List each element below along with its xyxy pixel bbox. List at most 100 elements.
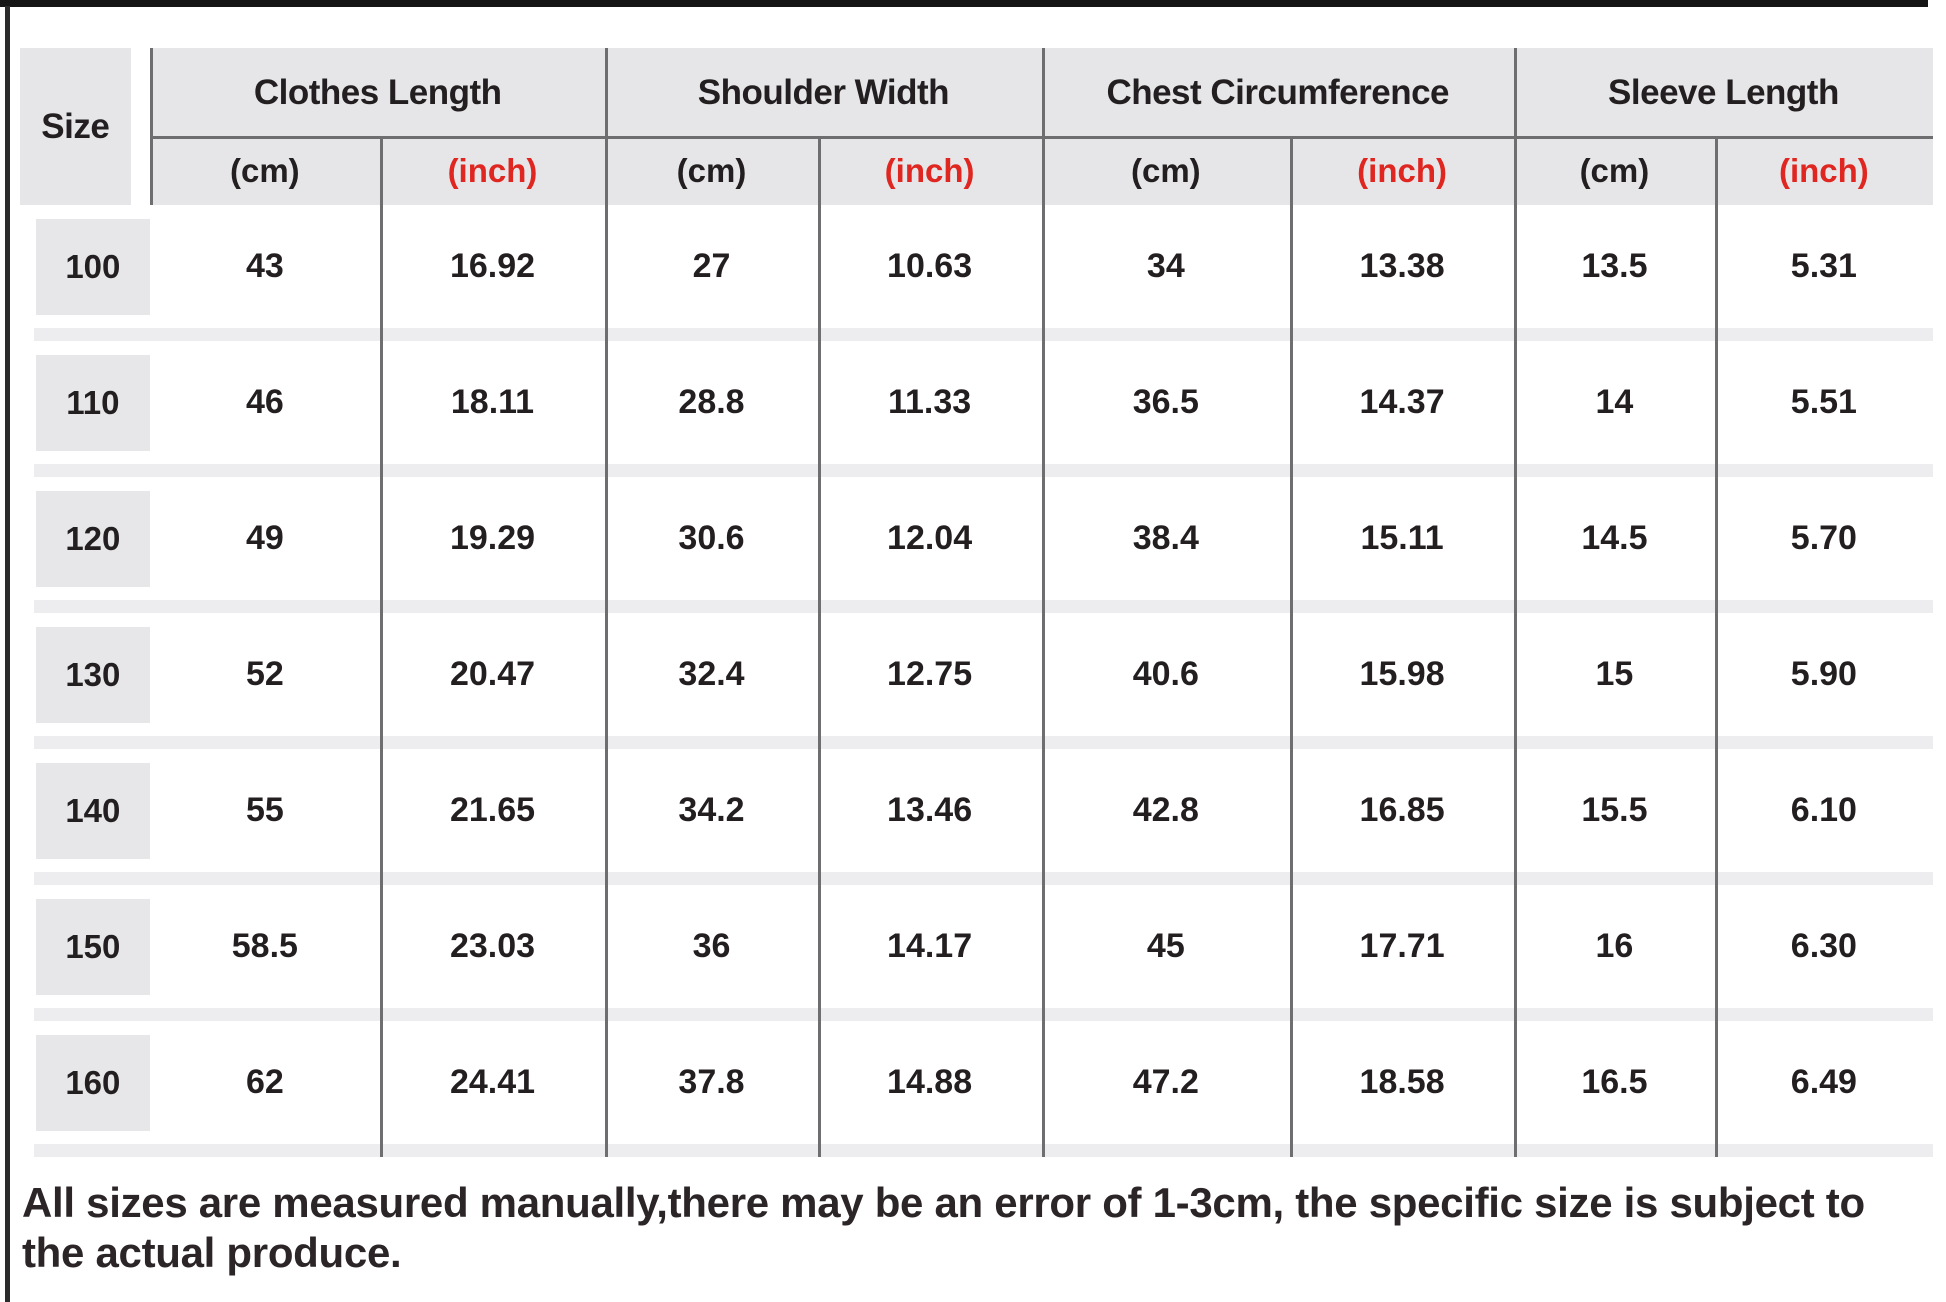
cell: 34.2 — [605, 749, 818, 872]
unit-header-inch: (inch) — [1714, 137, 1933, 205]
column-rule — [605, 48, 609, 1157]
cell: 6.10 — [1714, 749, 1933, 872]
cell: 16 — [1513, 885, 1715, 1008]
unit-header-cm: (cm) — [150, 137, 380, 205]
column-rule — [817, 137, 821, 1157]
cell: 36.5 — [1041, 341, 1291, 464]
cell: 47.2 — [1041, 1021, 1291, 1144]
cell: 5.31 — [1714, 205, 1933, 328]
group-header-shoulder-width: Shoulder Width — [605, 48, 1042, 137]
size-cell: 120 — [20, 477, 151, 600]
table-row: 130 52 20.47 32.4 12.75 40.6 15.98 15 5.… — [20, 613, 1933, 736]
cell: 18.58 — [1290, 1021, 1514, 1144]
table-row: 140 55 21.65 34.2 13.46 42.8 16.85 15.5 … — [20, 749, 1933, 872]
cell: 14.5 — [1513, 477, 1715, 600]
cell: 49 — [150, 477, 380, 600]
size-cell: 160 — [20, 1021, 151, 1144]
row-separator — [34, 736, 1933, 749]
size-cell: 100 — [20, 205, 151, 328]
cell: 37.8 — [605, 1021, 818, 1144]
size-header-cell: Size — [20, 48, 151, 205]
unit-header-cm: (cm) — [1513, 137, 1715, 205]
top-crop-bar — [0, 0, 1928, 7]
cell: 5.70 — [1714, 477, 1933, 600]
cell: 36 — [605, 885, 818, 1008]
table-row: 150 58.5 23.03 36 14.17 45 17.71 16 6.30 — [20, 885, 1933, 1008]
group-label: Clothes Length — [253, 72, 502, 112]
cell: 16.5 — [1513, 1021, 1715, 1144]
cell: 23.03 — [379, 885, 606, 1008]
table-row: 160 62 24.41 37.8 14.88 47.2 18.58 16.5 … — [20, 1021, 1933, 1144]
row-separator — [34, 328, 1933, 341]
column-rule — [1514, 48, 1518, 1157]
cell: 13.38 — [1290, 205, 1514, 328]
table-row: 100 43 16.92 27 10.63 34 13.38 13.5 5.31 — [20, 205, 1933, 328]
cell: 52 — [150, 613, 380, 736]
row-separator — [34, 1008, 1933, 1021]
unit-header-inch: (inch) — [1290, 137, 1514, 205]
cell: 62 — [150, 1021, 380, 1144]
group-header-sleeve-length: Sleeve Length — [1513, 48, 1933, 137]
row-separator — [34, 1144, 1933, 1157]
size-cell: 130 — [20, 613, 151, 736]
size-chart-table: Size Clothes Length Shoulder Width Chest… — [20, 48, 1933, 1157]
cell: 19.29 — [379, 477, 606, 600]
cell: 14.88 — [817, 1021, 1042, 1144]
table-row: 110 46 18.11 28.8 11.33 36.5 14.37 14 5.… — [20, 341, 1933, 464]
measurement-disclaimer: All sizes are measured manually,there ma… — [22, 1179, 1865, 1276]
table-row: 120 49 19.29 30.6 12.04 38.4 15.11 14.5 … — [20, 477, 1933, 600]
cell: 32.4 — [605, 613, 818, 736]
cell: 15.98 — [1290, 613, 1514, 736]
table-header: Size Clothes Length Shoulder Width Chest… — [20, 48, 1933, 205]
column-rule — [1714, 137, 1718, 1157]
cell: 6.49 — [1714, 1021, 1933, 1144]
column-rule — [1041, 48, 1045, 1157]
cell: 12.04 — [817, 477, 1042, 600]
cell: 18.11 — [379, 341, 606, 464]
header-divider-rule — [150, 136, 1933, 139]
group-label: Chest Circumference — [1106, 72, 1450, 112]
row-separator — [34, 872, 1933, 885]
group-label: Shoulder Width — [697, 72, 950, 112]
cell: 6.30 — [1714, 885, 1933, 1008]
cell: 14.37 — [1290, 341, 1514, 464]
size-header-label: Size — [20, 48, 131, 205]
cell: 17.71 — [1290, 885, 1514, 1008]
group-header-clothes-length: Clothes Length — [150, 48, 606, 137]
row-separator — [34, 600, 1933, 613]
cell: 46 — [150, 341, 380, 464]
cell: 16.85 — [1290, 749, 1514, 872]
cell: 15 — [1513, 613, 1715, 736]
cell: 43 — [150, 205, 380, 328]
unit-header-inch: (inch) — [379, 137, 606, 205]
cell: 28.8 — [605, 341, 818, 464]
cell: 58.5 — [150, 885, 380, 1008]
left-border-rule — [5, 6, 10, 1302]
cell: 30.6 — [605, 477, 818, 600]
size-cell: 150 — [20, 885, 151, 1008]
cell: 13.46 — [817, 749, 1042, 872]
cell: 55 — [150, 749, 380, 872]
cell: 10.63 — [817, 205, 1042, 328]
cell: 15.11 — [1290, 477, 1514, 600]
cell: 14 — [1513, 341, 1715, 464]
cell: 13.5 — [1513, 205, 1715, 328]
column-rule — [150, 48, 154, 205]
cell: 45 — [1041, 885, 1291, 1008]
cell: 20.47 — [379, 613, 606, 736]
cell: 42.8 — [1041, 749, 1291, 872]
cell: 14.17 — [817, 885, 1042, 1008]
unit-header-inch: (inch) — [817, 137, 1042, 205]
size-cell: 140 — [20, 749, 151, 872]
cell: 11.33 — [817, 341, 1042, 464]
cell: 21.65 — [379, 749, 606, 872]
size-cell: 110 — [20, 341, 151, 464]
column-rule — [379, 137, 383, 1157]
cell: 38.4 — [1041, 477, 1291, 600]
unit-header-cm: (cm) — [605, 137, 818, 205]
group-header-chest-circumference: Chest Circumference — [1041, 48, 1514, 137]
cell: 16.92 — [379, 205, 606, 328]
cell: 15.5 — [1513, 749, 1715, 872]
cell: 5.51 — [1714, 341, 1933, 464]
